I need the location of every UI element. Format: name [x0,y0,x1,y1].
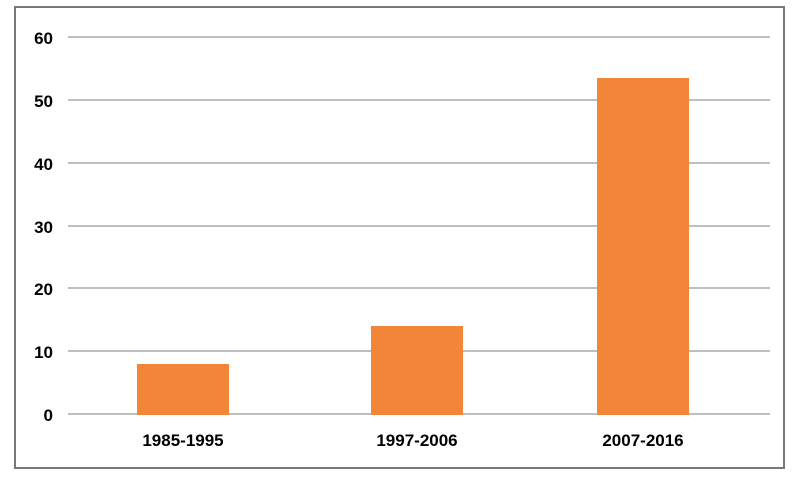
bar-1997-2006 [371,326,463,415]
y-axis-tick-label: 10 [34,343,53,363]
x-axis-category-label: 2007-2016 [602,431,684,450]
gridline-y-50 [68,98,770,101]
y-axis-tick-label: 20 [34,280,53,300]
bar-2007-2016 [597,77,689,415]
y-axis-tick-label: 50 [34,91,53,111]
gridline-y-30 [68,224,770,227]
gridline-y-40 [68,161,770,164]
y-axis-tick-label: 30 [34,217,53,237]
y-axis-tick-label: 0 [43,406,53,425]
gridline-y-60 [68,36,770,38]
y-axis-tick-label: 60 [34,29,53,48]
y-axis-tick-label: 40 [34,154,53,174]
bar-1985-1995 [137,363,229,415]
x-axis-category-label: 1997-2006 [376,431,458,450]
x-axis-category-label: 1985-1995 [142,431,224,450]
gridline-y-20 [68,287,770,290]
